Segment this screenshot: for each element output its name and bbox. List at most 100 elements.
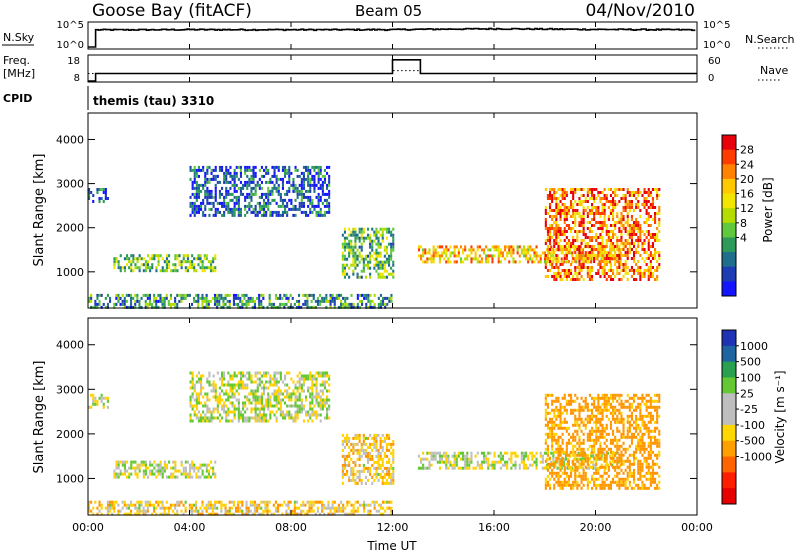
- heatmap-cell: [313, 404, 316, 408]
- heatmap-cell: [588, 197, 591, 200]
- heatmap-cell: [245, 506, 248, 510]
- heatmap-cell: [292, 389, 295, 393]
- heatmap-cell: [216, 404, 219, 408]
- heatmap-cell: [377, 457, 380, 461]
- heatmap-cell: [549, 197, 552, 200]
- heatmap-cell: [172, 460, 175, 464]
- heatmap-cell: [323, 210, 326, 214]
- heatmap-cell: [392, 242, 395, 246]
- heatmap-cell: [326, 401, 329, 405]
- heatmap-cell: [379, 302, 382, 306]
- heatmap-cell: [229, 180, 232, 184]
- heatmap-cell: [281, 380, 284, 384]
- heatmap-cell: [584, 474, 587, 478]
- heatmap-cell: [296, 416, 299, 420]
- heatmap-cell: [258, 413, 261, 417]
- heatmap-cell: [121, 266, 124, 270]
- heatmap-cell: [379, 299, 382, 303]
- heatmap-cell: [570, 399, 573, 403]
- heatmap-cell: [487, 254, 490, 258]
- heatmap-cell: [117, 296, 120, 300]
- heatmap-cell: [352, 233, 355, 237]
- heatmap-cell: [341, 439, 344, 443]
- heatmap-cell: [307, 195, 310, 199]
- heatmap-cell: [244, 386, 247, 390]
- heatmap-cell: [609, 209, 612, 212]
- heatmap-cell: [222, 296, 225, 300]
- heatmap-cell: [373, 436, 376, 440]
- heatmap-cell: [348, 463, 351, 467]
- heatmap-cell: [227, 407, 230, 411]
- heatmap-cell: [277, 401, 280, 405]
- heatmap-cell: [570, 450, 573, 454]
- heatmap-cell: [586, 486, 589, 490]
- heatmap-cell: [605, 278, 608, 281]
- heatmap-cell: [293, 509, 296, 513]
- heatmap-cell: [574, 465, 577, 469]
- heatmap-cell: [388, 469, 391, 473]
- heatmap-cell: [633, 278, 636, 281]
- heatmap-cell: [356, 305, 359, 309]
- heatmap-cell: [94, 399, 97, 403]
- heatmap-cell: [616, 188, 619, 191]
- heatmap-cell: [298, 377, 301, 381]
- heatmap-cell: [392, 227, 395, 231]
- heatmap-cell: [169, 503, 172, 507]
- heatmap-cell: [315, 171, 318, 175]
- heatmap-cell: [254, 174, 257, 178]
- heatmap-cell: [557, 474, 560, 478]
- heatmap-cell: [206, 416, 209, 420]
- heatmap-cell: [595, 188, 598, 191]
- heatmap-cell: [174, 460, 177, 464]
- heatmap-cell: [203, 475, 206, 479]
- heatmap-cell: [258, 293, 261, 297]
- heatmap-cell: [331, 503, 334, 507]
- heatmap-cell: [286, 392, 289, 396]
- heatmap-cell: [358, 275, 361, 279]
- heatmap-cell: [531, 457, 534, 461]
- heatmap-cell: [233, 407, 236, 411]
- heatmap-cell: [362, 230, 365, 234]
- heatmap-cell: [388, 460, 391, 464]
- heatmap-cell: [317, 168, 320, 172]
- heatmap-cell: [223, 404, 226, 408]
- heatmap-cell: [292, 380, 295, 384]
- heatmap-cell: [637, 203, 640, 206]
- heatmap-cell: [485, 460, 488, 464]
- heatmap-cell: [146, 296, 149, 300]
- heatmap-cell: [369, 466, 372, 470]
- heatmap-cell: [327, 512, 330, 516]
- heatmap-cell: [298, 204, 301, 208]
- heatmap-cell: [639, 239, 642, 242]
- heatmap-cell: [348, 445, 351, 449]
- heatmap-cell: [559, 218, 562, 221]
- heatmap-cell: [561, 269, 564, 272]
- heatmap-cell: [551, 435, 554, 439]
- heatmap-cell: [377, 245, 380, 249]
- heatmap-cell: [555, 396, 558, 400]
- heatmap-cell: [364, 257, 367, 261]
- heatmap-cell: [313, 377, 316, 381]
- heatmap-cell: [311, 204, 314, 208]
- heatmap-cell: [654, 221, 657, 224]
- heatmap-cell: [375, 454, 378, 458]
- heatmap-cell: [102, 200, 105, 203]
- heatmap-cell: [195, 500, 198, 504]
- heatmap-cell: [555, 471, 558, 475]
- heatmap-cell: [369, 472, 372, 476]
- heatmap-cell: [647, 245, 650, 248]
- heatmap-cell: [377, 472, 380, 476]
- heatmap-cell: [379, 436, 382, 440]
- heatmap-cell: [242, 186, 245, 190]
- heatmap-cell: [212, 410, 215, 414]
- heatmap-cell: [595, 233, 598, 236]
- heatmap-cell: [182, 296, 185, 300]
- heatmap-cell: [535, 463, 538, 467]
- heatmap-cell: [584, 260, 587, 263]
- heatmap-cell: [327, 299, 330, 303]
- heatmap-cell: [225, 389, 228, 393]
- heatmap-cell: [651, 188, 654, 191]
- heatmap-cell: [218, 302, 221, 306]
- heatmap-cell: [285, 509, 288, 513]
